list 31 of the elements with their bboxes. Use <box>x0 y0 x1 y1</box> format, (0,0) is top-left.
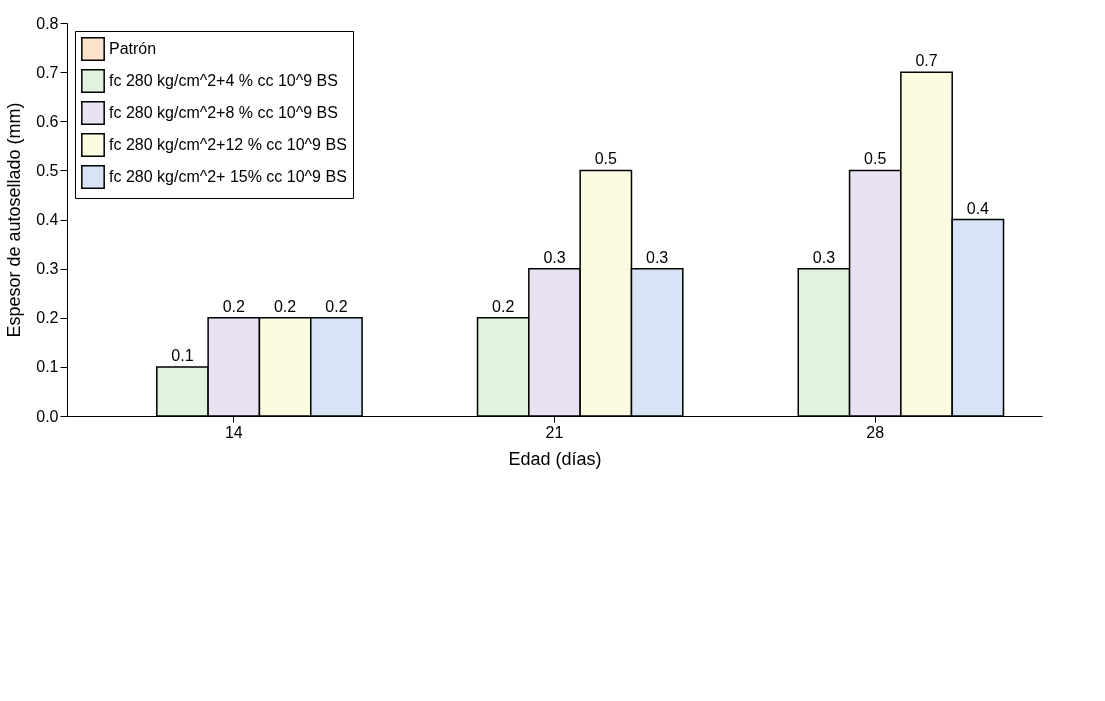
y-tick-label: 0.1 <box>36 358 59 376</box>
legend-label: fc 280 kg/cm^2+ 15% cc 10^9 BS <box>109 168 347 185</box>
data-label: 0.3 <box>812 248 836 266</box>
y-tick-label: 0.8 <box>36 14 59 32</box>
y-tick-label: 0.4 <box>36 211 59 228</box>
x-tick-label: 14 <box>224 423 243 441</box>
data-label: 0.1 <box>171 346 194 364</box>
legend-label: fc 280 kg/cm^2+12 % cc 10^9 BS <box>109 136 347 153</box>
data-label: 0.7 <box>915 52 938 70</box>
data-label: 0.3 <box>543 248 566 266</box>
data-label: 0.5 <box>864 150 887 168</box>
x-tick-label: 28 <box>866 423 885 441</box>
y-tick-label: 0.7 <box>36 63 59 81</box>
x-tick-label: 21 <box>545 423 564 441</box>
data-label: 0.2 <box>325 297 348 315</box>
legend-label: Patrón <box>109 40 157 57</box>
y-tick-label: 0.5 <box>36 161 59 179</box>
data-label: 0.2 <box>492 297 515 315</box>
legend-label: fc 280 kg/cm^2+4 % cc 10^9 BS <box>109 72 338 89</box>
y-axis-title: Espesor de autosellado (mm) <box>4 102 25 338</box>
x-axis-title: Edad (días) <box>508 448 602 469</box>
legend-label: fc 280 kg/cm^2+8 % cc 10^9 BS <box>109 104 338 121</box>
y-tick-label: 0.0 <box>36 407 59 425</box>
y-tick-label: 0.2 <box>36 309 59 327</box>
y-tick-label: 0.6 <box>36 112 59 130</box>
data-label: 0.2 <box>222 297 245 315</box>
y-tick-label: 0.3 <box>36 260 59 278</box>
data-label: 0.5 <box>594 150 618 168</box>
data-label: 0.2 <box>273 297 297 315</box>
data-label: 0.3 <box>646 248 669 266</box>
data-label: 0.4 <box>966 199 990 217</box>
